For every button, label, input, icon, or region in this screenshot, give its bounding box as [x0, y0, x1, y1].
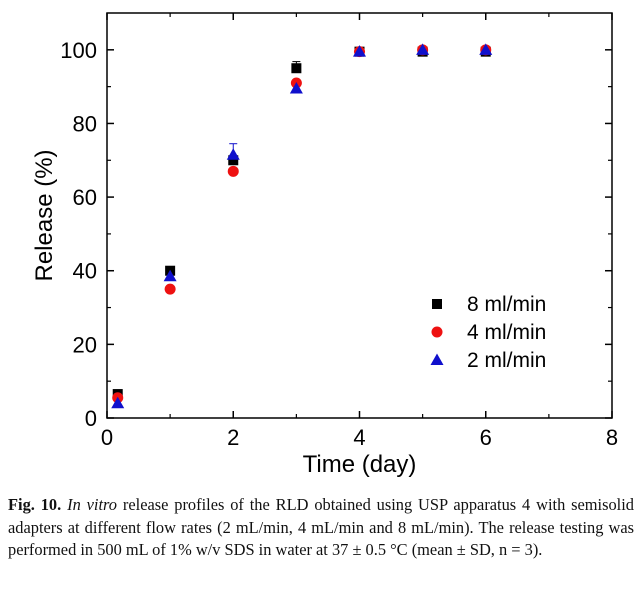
legend-marker — [432, 299, 442, 309]
series-square — [112, 46, 491, 400]
data-point — [353, 45, 366, 57]
legend-marker — [431, 326, 443, 338]
x-tick-label: 8 — [606, 425, 618, 450]
legend-label: 8 ml/min — [467, 293, 546, 316]
data-point — [479, 43, 493, 55]
y-tick-label: 0 — [85, 406, 97, 431]
legend: 8 ml/min 4 ml/min 2 ml/min — [430, 293, 546, 372]
legend-marker — [430, 353, 444, 365]
data-point — [226, 148, 240, 160]
caption-italic: In vitro — [67, 495, 118, 514]
y-tick-label: 100 — [60, 38, 97, 63]
x-tick-label: 4 — [353, 425, 365, 450]
y-axis-title: Release (%) — [31, 149, 58, 281]
data-point — [227, 165, 239, 177]
caption-label: Fig. 10. — [8, 495, 62, 514]
data-point — [164, 283, 176, 295]
x-tick-label: 2 — [227, 425, 239, 450]
series-circle — [112, 44, 492, 404]
data-point — [163, 269, 177, 282]
legend-label: 2 ml/min — [467, 349, 546, 372]
caption-text: release profiles of the RLD obtained usi… — [8, 495, 634, 559]
data-point — [291, 63, 302, 74]
y-tick-label: 60 — [73, 185, 97, 210]
data-point — [289, 81, 303, 94]
x-axis-title: Time (day) — [303, 451, 417, 478]
y-tick-label: 80 — [73, 111, 97, 136]
y-tick-label: 40 — [73, 259, 97, 284]
data-point — [228, 155, 239, 166]
data-point — [416, 43, 430, 55]
data-points — [111, 43, 493, 409]
figure-caption: Fig. 10. In vitro release profiles of th… — [8, 494, 634, 562]
x-tick-label: 6 — [480, 425, 492, 450]
y-tick-label: 20 — [73, 332, 97, 357]
x-tick-label: 0 — [101, 425, 113, 450]
data-point — [111, 396, 125, 409]
legend-label: 4 ml/min — [467, 321, 546, 344]
series-triangle — [111, 43, 493, 409]
